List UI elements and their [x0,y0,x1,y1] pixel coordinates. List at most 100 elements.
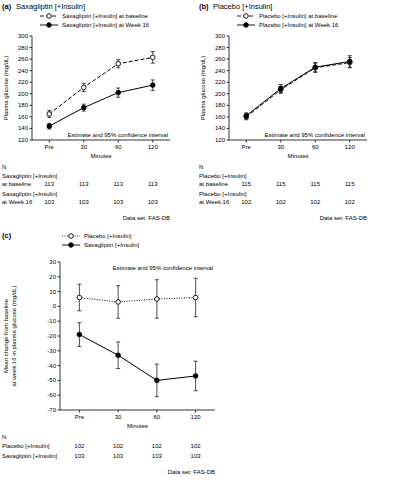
y-tick [227,36,230,37]
n-value: 103 [148,199,159,205]
marker [47,112,52,117]
y-tick-label: 120 [215,137,226,143]
error-bar-cap [348,55,352,56]
error-bar-cap [279,92,283,93]
error-bar-cap [47,110,51,111]
error-bar-cap [116,67,120,68]
n-value: 102 [310,199,321,205]
y-tick [58,276,61,277]
error-bar-cap [348,67,352,68]
y-axis [32,36,33,140]
marker [155,378,160,383]
marker [155,297,160,302]
error-bar [151,80,155,90]
y-tick-label: 300 [18,33,29,39]
y-tick-label: 30 [49,259,56,265]
x-tick [280,140,281,143]
series-line [79,335,195,381]
marker [150,55,155,60]
y-tick [30,59,33,60]
error-bar [313,63,317,72]
error-bar-cap [116,97,120,98]
y-tick-label: -20 [47,333,56,339]
error-bar [116,60,120,68]
plot-area [47,52,155,129]
panel: (c)Placebo [+Insulin]Saxagliptin [+Insul… [2,231,215,475]
x-tick [79,410,80,413]
y-tick [30,116,33,117]
error-bar [194,361,198,391]
n-header: N [199,164,203,170]
annotation: Estimate and 95% confidence interval [113,265,213,271]
marker [313,65,318,70]
marker [116,61,121,66]
n-value: 103 [113,199,124,205]
n-header: N [2,164,6,170]
y-tick-label: 20 [49,274,56,280]
x-axis-label: Minutes [127,423,148,429]
y-tick [30,105,33,106]
x-tick [83,140,84,143]
n-value: 102 [276,199,287,205]
y-tick-label: -30 [47,348,56,354]
error-bar-cap [151,51,155,52]
error-bar-cap [194,390,198,391]
x-tick [246,140,247,143]
y-tick [58,336,61,337]
n-row-label: at baseline [2,181,32,187]
marker [313,65,318,70]
error-bar-cap [313,72,317,73]
error-bar-cap [155,318,159,319]
error-bar-cap [116,285,120,286]
y-tick-label: 200 [215,91,226,97]
marker [81,105,86,110]
error-bar-cap [77,346,81,347]
y-tick [227,105,230,106]
annotation: Estimate and 95% confidence interval [265,132,365,138]
legend-label: Saxagliptin [+Insulin] [84,242,140,248]
n-value: 113 [79,181,89,187]
series-line [246,63,350,117]
x-tick [315,140,316,143]
source-note: Data set: FAS-DB [168,469,215,475]
y-axis [229,36,230,140]
marker [47,14,52,19]
x-tick [118,140,119,143]
y-axis-label: at week 16 in plasma glucose (mg/dL) [11,285,17,386]
n-value: 102 [345,199,356,205]
error-bar-cap [313,71,317,72]
error-bar-cap [194,278,198,279]
error-bar [82,104,86,111]
n-row-label: Placebo [+Insulin] [2,443,50,449]
annotation: Estimate and 95% confidence interval [68,132,168,138]
y-tick [58,395,61,396]
y-tick [58,306,61,307]
error-bar-cap [82,104,86,105]
error-bar-cap [77,322,81,323]
error-bar-cap [82,111,86,112]
x-tick-label: 60 [154,414,161,420]
error-bar-cap [116,88,120,89]
x-axis [32,140,170,141]
y-tick-label: 240 [18,68,29,74]
x-tick-label: 120 [191,414,202,420]
y-tick-label: 180 [215,102,226,108]
y-tick [30,47,33,48]
error-bar-cap [116,59,120,60]
marker [81,85,86,90]
error-bar-cap [155,396,159,397]
error-bar-cap [348,67,352,68]
marker [77,332,82,337]
error-bar [194,278,198,316]
y-tick [58,350,61,351]
error-bar-cap [151,79,155,80]
y-tick [227,47,230,48]
n-row-label: Saxagliptin [+Insulin] [2,191,58,197]
n-value: 113 [44,181,54,187]
y-tick [227,82,230,83]
error-bar [77,323,81,347]
error-bar-cap [155,279,159,280]
y-tick-label: 140 [215,125,226,131]
x-tick [49,140,50,143]
y-tick-label: -70 [47,407,56,413]
